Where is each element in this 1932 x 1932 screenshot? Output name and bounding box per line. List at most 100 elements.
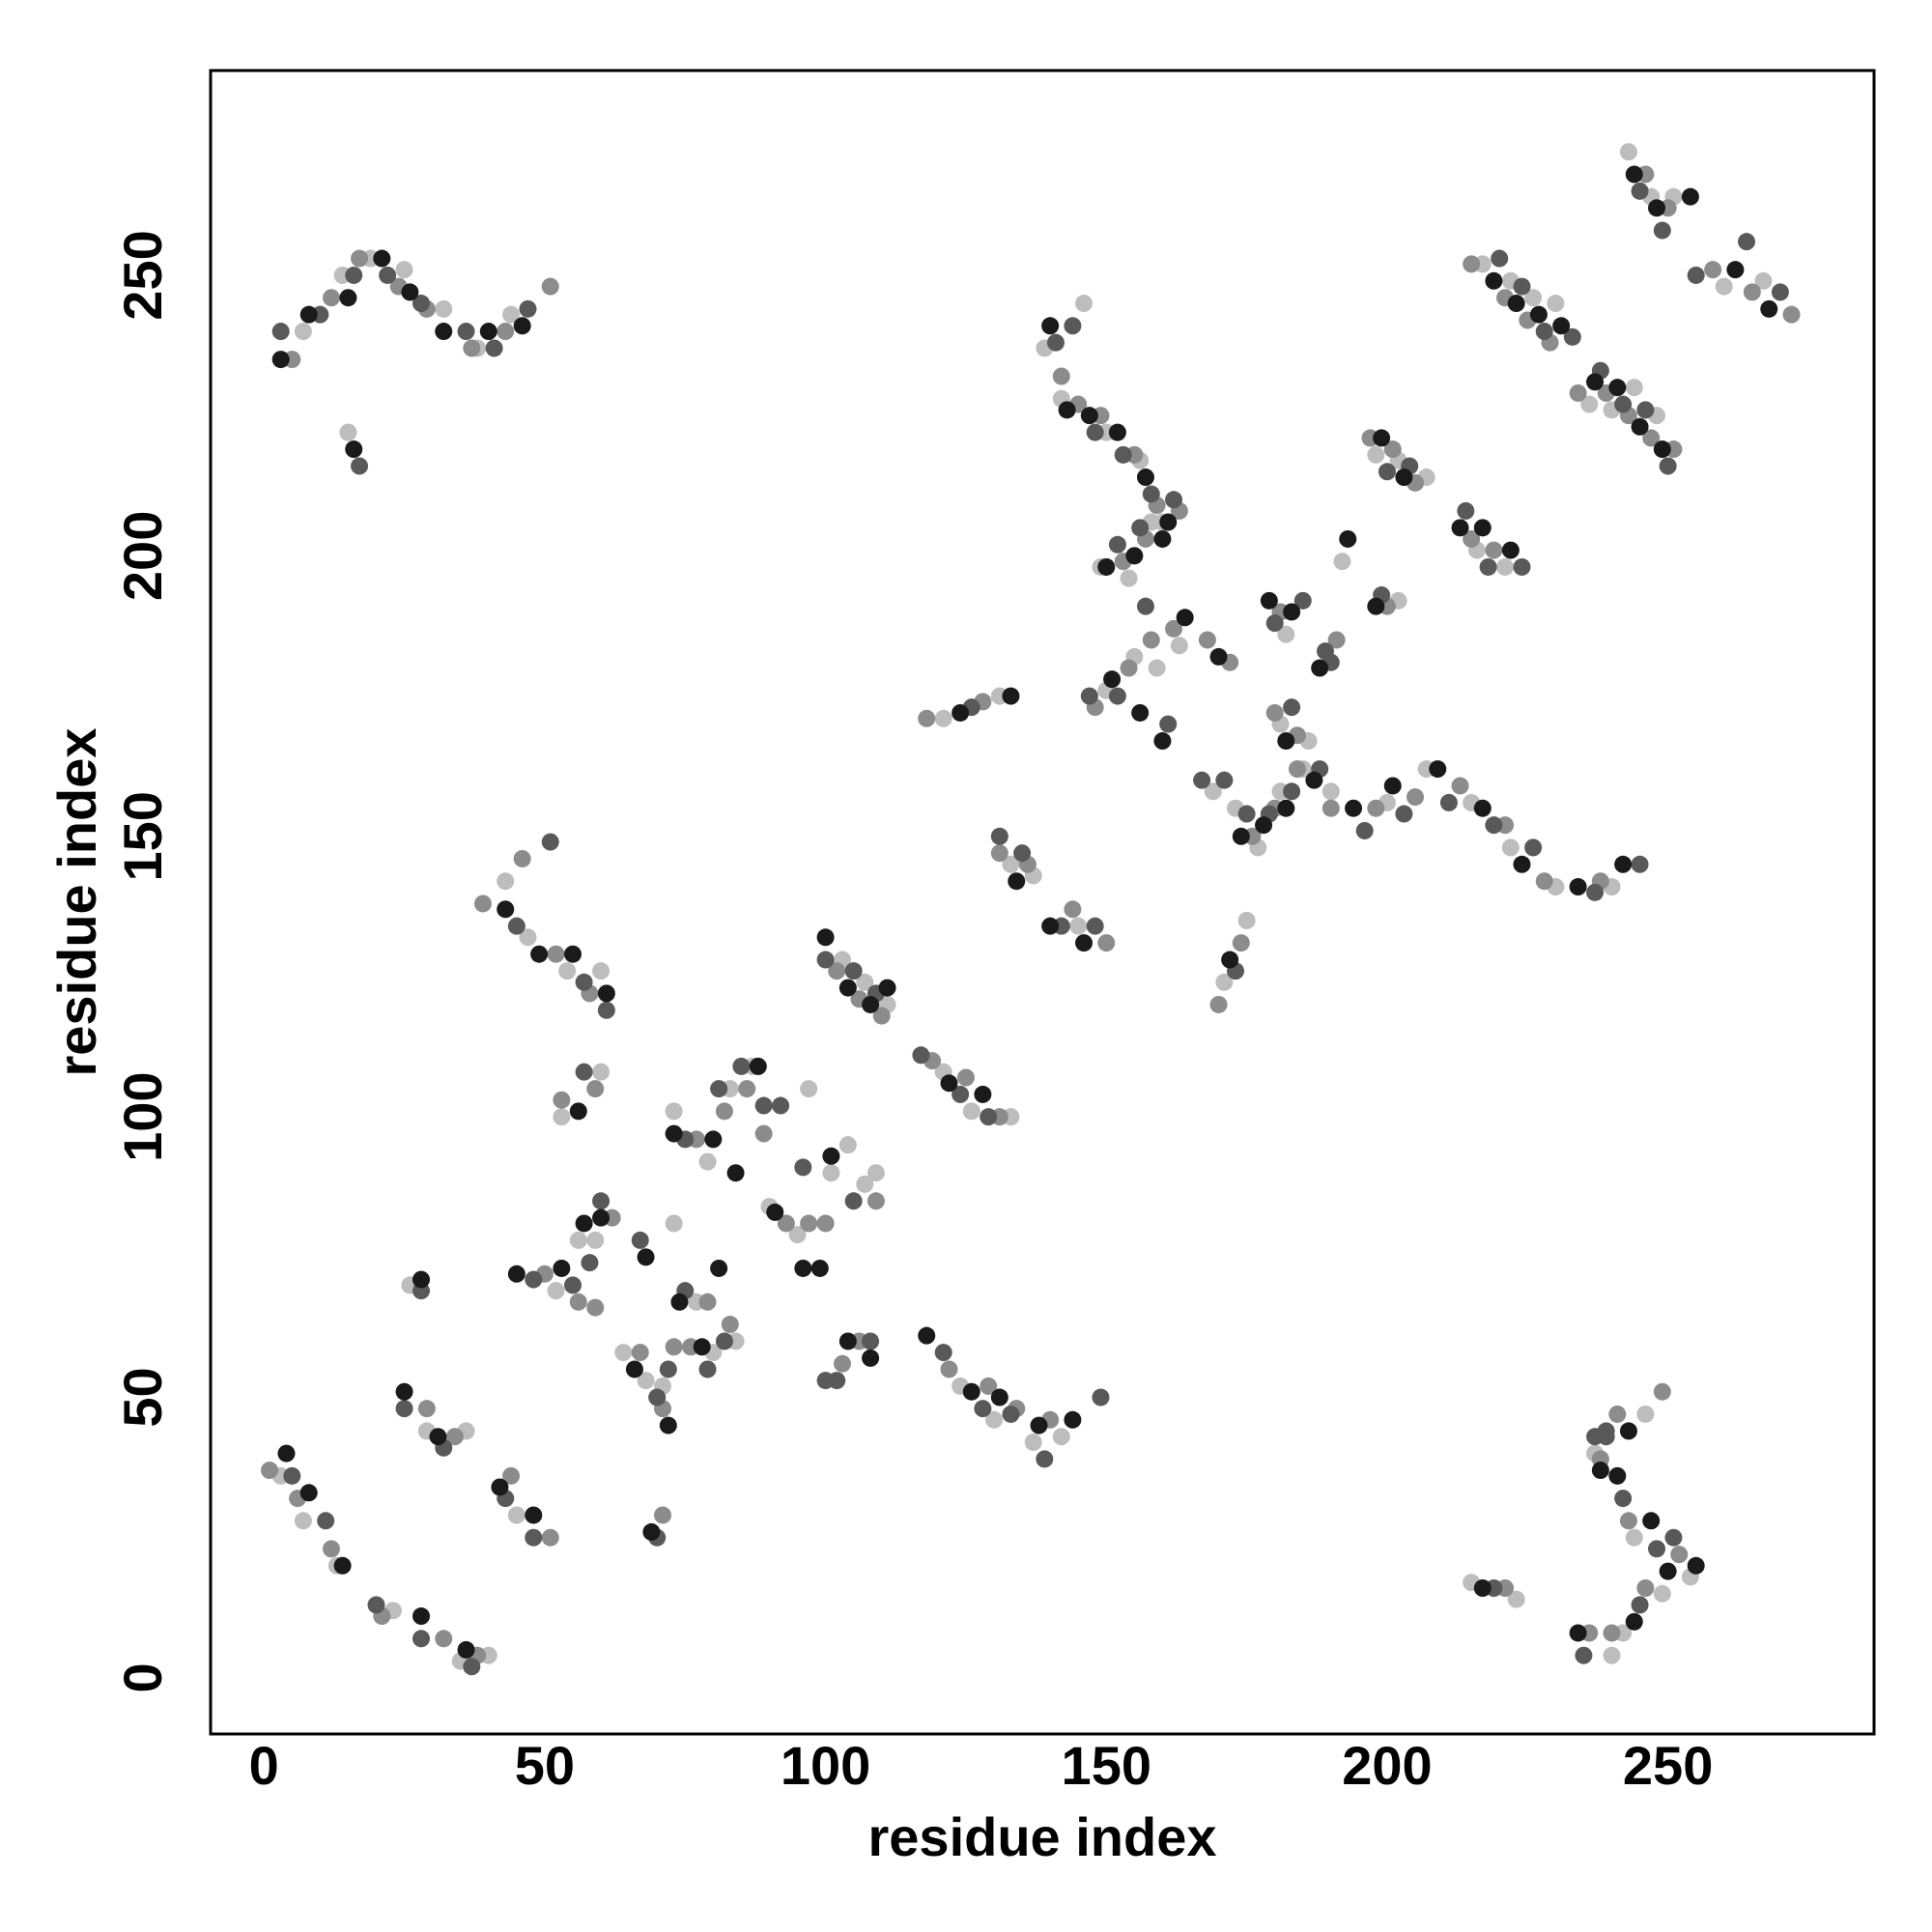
point	[800, 1080, 818, 1098]
point	[1367, 799, 1385, 817]
point	[653, 1506, 671, 1524]
point	[592, 962, 611, 980]
point	[670, 1293, 689, 1311]
point	[519, 299, 537, 318]
point	[1670, 1546, 1689, 1564]
point	[704, 1130, 723, 1149]
point	[412, 1607, 431, 1626]
point	[299, 305, 318, 324]
point	[1041, 917, 1060, 935]
point	[1277, 625, 1295, 643]
point	[1608, 1405, 1627, 1423]
point	[502, 1466, 521, 1485]
point	[1176, 609, 1194, 627]
point	[698, 1152, 717, 1171]
point	[1659, 457, 1677, 475]
point	[1524, 838, 1543, 857]
point	[1311, 659, 1329, 677]
point	[1743, 283, 1761, 301]
point	[1075, 934, 1094, 952]
point	[1288, 760, 1306, 779]
point	[417, 1400, 436, 1418]
point	[754, 1124, 773, 1143]
point	[749, 1057, 767, 1075]
point	[1479, 557, 1497, 576]
plot-frame	[209, 69, 1876, 1736]
point	[1569, 878, 1587, 896]
point	[1569, 384, 1587, 402]
point	[1501, 838, 1520, 857]
point	[1136, 597, 1154, 615]
point	[1367, 445, 1385, 464]
point	[1092, 1388, 1110, 1406]
point	[1439, 793, 1458, 811]
point	[1631, 855, 1649, 873]
point	[597, 1001, 615, 1019]
point	[952, 1085, 970, 1103]
point	[828, 1372, 846, 1390]
point	[429, 1428, 447, 1446]
point	[1535, 323, 1553, 341]
point	[1636, 1578, 1655, 1597]
point	[513, 317, 531, 335]
point	[435, 299, 453, 318]
point	[553, 1091, 571, 1109]
point	[1108, 687, 1126, 705]
point	[1378, 463, 1396, 481]
point	[1373, 429, 1391, 447]
point	[547, 1282, 565, 1300]
point	[463, 1658, 481, 1676]
point	[1485, 816, 1503, 835]
point	[435, 323, 453, 341]
point	[1754, 271, 1773, 290]
point	[1513, 855, 1531, 873]
point	[1507, 1590, 1525, 1608]
point	[569, 1102, 587, 1121]
point	[1608, 379, 1627, 397]
point	[1265, 703, 1284, 722]
point	[1148, 659, 1166, 677]
point	[856, 1175, 874, 1193]
point	[1193, 771, 1211, 789]
point	[294, 323, 312, 341]
point	[1114, 445, 1132, 464]
point	[1563, 327, 1581, 346]
point	[1103, 670, 1122, 689]
point	[1255, 816, 1273, 835]
point	[1659, 1562, 1677, 1580]
point	[698, 1360, 717, 1378]
point	[317, 1512, 335, 1530]
point	[294, 1512, 312, 1530]
point	[794, 1259, 812, 1277]
point	[333, 1556, 352, 1575]
point	[1726, 261, 1745, 279]
point	[1159, 513, 1178, 531]
point	[519, 928, 537, 947]
point	[872, 1007, 891, 1025]
point	[1064, 1410, 1082, 1429]
point	[844, 1192, 863, 1210]
point	[1395, 805, 1413, 823]
point	[1648, 199, 1666, 217]
y-tick-label: 250	[112, 230, 173, 320]
point	[940, 1074, 958, 1093]
point	[547, 945, 565, 963]
point	[283, 1466, 301, 1485]
point	[665, 1214, 683, 1233]
point	[1305, 771, 1323, 789]
point	[261, 1462, 279, 1480]
x-tick-label: 100	[781, 1735, 870, 1796]
point	[940, 1360, 958, 1378]
point	[974, 1400, 992, 1418]
point	[862, 1332, 880, 1350]
point	[754, 1096, 773, 1115]
point	[956, 1068, 975, 1087]
point	[1704, 261, 1722, 279]
point	[710, 1259, 728, 1277]
point	[777, 1214, 795, 1233]
point	[625, 1360, 643, 1378]
point	[1215, 973, 1234, 991]
point	[1383, 440, 1402, 459]
point	[1625, 1528, 1643, 1547]
point	[1058, 401, 1076, 419]
